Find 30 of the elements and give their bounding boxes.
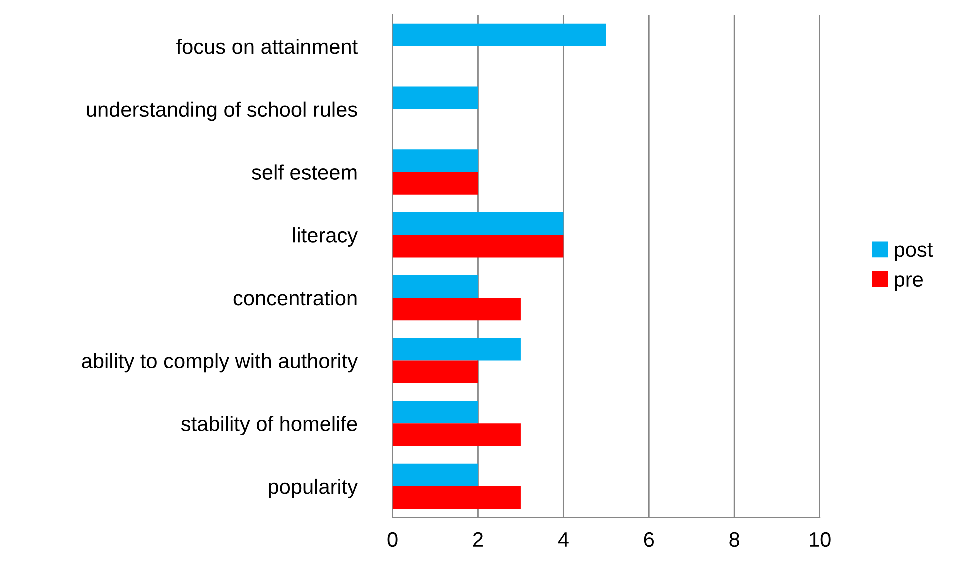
bar bbox=[392, 150, 478, 172]
y-tick-label: ability to comply with authority bbox=[82, 353, 358, 373]
bar bbox=[392, 360, 478, 384]
bar bbox=[392, 338, 521, 361]
bar bbox=[392, 464, 478, 487]
x-tick-label: 6 bbox=[644, 532, 654, 548]
bar bbox=[392, 424, 521, 446]
y-tick-label: self esteem bbox=[252, 164, 357, 180]
y-tick-label: focus on attainment bbox=[176, 38, 358, 54]
y-tick-label: stability of homelife bbox=[181, 416, 358, 436]
bar bbox=[392, 298, 521, 321]
bar bbox=[392, 486, 521, 510]
x-tick-label: 8 bbox=[730, 532, 740, 548]
bar bbox=[392, 212, 564, 236]
bar bbox=[392, 235, 564, 258]
x-tick-label: 2 bbox=[473, 532, 483, 547]
y-tick-label: concentration bbox=[234, 290, 357, 306]
x-tick-label: 4 bbox=[558, 532, 569, 547]
x-tick-label: 10 bbox=[810, 532, 831, 548]
x-tick-label: 0 bbox=[388, 532, 398, 548]
bar bbox=[392, 86, 478, 110]
legend-label: post bbox=[895, 244, 934, 262]
y-tick-label: popularity bbox=[269, 478, 358, 498]
legend-label: pre bbox=[895, 276, 923, 292]
bar bbox=[392, 172, 478, 195]
y-tick-label: understanding of school rules bbox=[87, 102, 358, 122]
y-tick-label: literacy bbox=[293, 228, 358, 247]
bar bbox=[392, 401, 478, 424]
bar bbox=[392, 24, 606, 47]
bar bbox=[392, 275, 478, 298]
